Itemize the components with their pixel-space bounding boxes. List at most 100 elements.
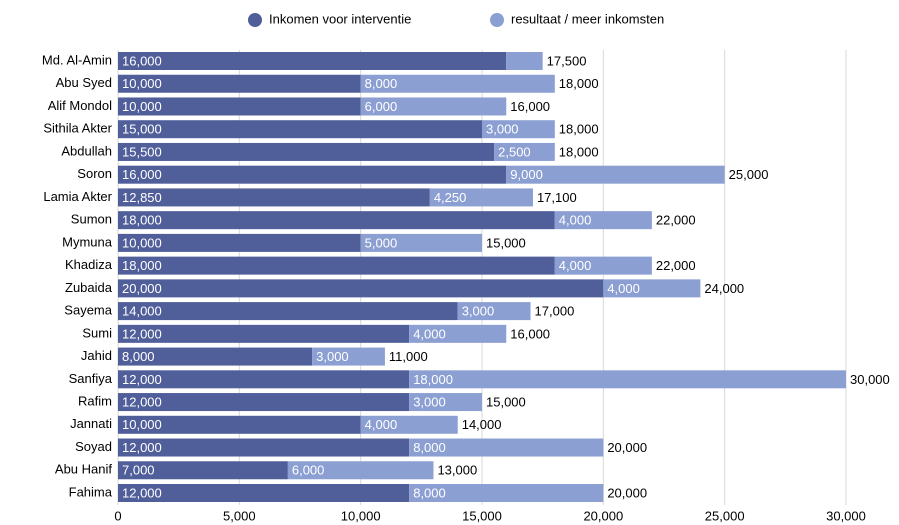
total-label: 20,000 <box>607 485 647 500</box>
value-label: 10,000 <box>122 76 162 91</box>
bar-segment <box>118 165 507 184</box>
total-label: 18,000 <box>559 144 599 159</box>
value-label: 4,250 <box>434 190 467 205</box>
value-label: 8,000 <box>413 485 446 500</box>
bar-segment <box>118 484 410 502</box>
bar-segment <box>118 233 361 252</box>
bar-segment <box>360 74 555 93</box>
y-tick-label: Sumi <box>82 325 112 340</box>
value-label: 3,000 <box>462 304 495 319</box>
total-label: 20,000 <box>607 440 647 455</box>
value-label: 8,000 <box>122 349 155 364</box>
value-label: 8,000 <box>365 76 398 91</box>
value-label: 4,000 <box>559 213 592 228</box>
bar-segment <box>118 415 361 434</box>
value-label: 10,000 <box>122 235 162 250</box>
total-label: 15,000 <box>486 394 526 409</box>
bar-segment <box>287 461 434 480</box>
bar-segment <box>118 256 555 275</box>
y-tick-label: Alif Mondol <box>48 98 112 113</box>
bar-segment <box>482 120 555 139</box>
total-label: 16,000 <box>510 326 550 341</box>
bar-segment <box>360 233 482 252</box>
bar-segment <box>118 52 507 70</box>
value-label: 16,000 <box>122 53 162 68</box>
bar-segment <box>360 97 507 116</box>
value-label: 18,000 <box>122 258 162 273</box>
bar-segment <box>409 393 482 412</box>
total-label: 22,000 <box>656 213 696 228</box>
y-tick-label: Mymuna <box>62 234 113 249</box>
legend-label: resultaat / meer inkomsten <box>511 11 664 26</box>
bar-segment <box>360 415 458 434</box>
bar-segment <box>409 438 604 457</box>
value-label: 10,000 <box>122 99 162 114</box>
value-label: 4,000 <box>607 281 640 296</box>
x-tick-label: 25,000 <box>705 508 745 523</box>
bar-segment <box>118 120 482 139</box>
bar-segment <box>118 370 410 389</box>
x-tick-label: 5,000 <box>223 508 256 523</box>
y-tick-label: Soron <box>77 166 112 181</box>
y-tick-label: Jahid <box>81 348 112 363</box>
value-label: 4,000 <box>413 326 446 341</box>
x-tick-label: 0 <box>114 508 121 523</box>
bar-segment <box>554 256 652 275</box>
bar-segment <box>409 324 507 343</box>
value-label: 9,000 <box>510 167 543 182</box>
x-tick-label: 15,000 <box>462 508 502 523</box>
bar-segment <box>118 347 313 366</box>
y-tick-label: Fahima <box>69 484 113 499</box>
bar-segment <box>603 279 701 298</box>
total-label: 15,000 <box>486 235 526 250</box>
bar-segment <box>506 52 543 70</box>
value-label: 18,000 <box>122 213 162 228</box>
bar-segment <box>118 279 604 298</box>
value-label: 12,000 <box>122 372 162 387</box>
total-label: 25,000 <box>729 167 769 182</box>
bar-segment <box>118 302 458 321</box>
y-tick-label: Abdullah <box>61 143 112 158</box>
value-label: 3,000 <box>486 122 519 137</box>
bar-segment <box>312 347 385 366</box>
value-label: 7,000 <box>122 463 155 478</box>
legend-marker <box>490 13 504 27</box>
x-tick-label: 30,000 <box>826 508 866 523</box>
total-label: 11,000 <box>389 349 428 364</box>
value-label: 5,000 <box>365 235 398 250</box>
total-label: 24,000 <box>704 281 744 296</box>
total-label: 30,000 <box>850 372 890 387</box>
total-label: 17,100 <box>537 190 577 205</box>
y-tick-label: Jannati <box>70 416 112 431</box>
y-tick-label: Sithila Akter <box>43 121 112 136</box>
bar-segment <box>118 211 555 230</box>
value-label: 3,000 <box>316 349 349 364</box>
y-tick-label: Md. Al-Amin <box>42 52 112 67</box>
total-label: 17,000 <box>535 304 575 319</box>
bar-segment <box>118 74 361 93</box>
total-label: 22,000 <box>656 258 696 273</box>
value-label: 12,850 <box>122 190 162 205</box>
y-tick-label: Sanfiya <box>69 371 113 386</box>
value-label: 2,500 <box>498 144 531 159</box>
value-label: 16,000 <box>122 167 162 182</box>
bar-segment <box>409 484 604 502</box>
y-tick-label: Soyad <box>75 439 112 454</box>
total-label: 14,000 <box>462 417 502 432</box>
value-label: 6,000 <box>365 99 398 114</box>
y-tick-label: Rafim <box>78 393 112 408</box>
bar-segment <box>118 393 410 412</box>
total-label: 18,000 <box>559 76 599 91</box>
total-label: 18,000 <box>559 122 599 137</box>
total-label: 16,000 <box>510 99 550 114</box>
value-label: 3,000 <box>413 394 446 409</box>
value-label: 15,000 <box>122 122 162 137</box>
value-label: 12,000 <box>122 485 162 500</box>
bar-segment <box>118 438 410 457</box>
bar-segment <box>118 461 288 480</box>
y-tick-label: Khadiza <box>65 257 113 272</box>
y-tick-label: Zubaida <box>65 280 113 295</box>
bar-segment <box>457 302 531 321</box>
value-label: 4,000 <box>365 417 398 432</box>
